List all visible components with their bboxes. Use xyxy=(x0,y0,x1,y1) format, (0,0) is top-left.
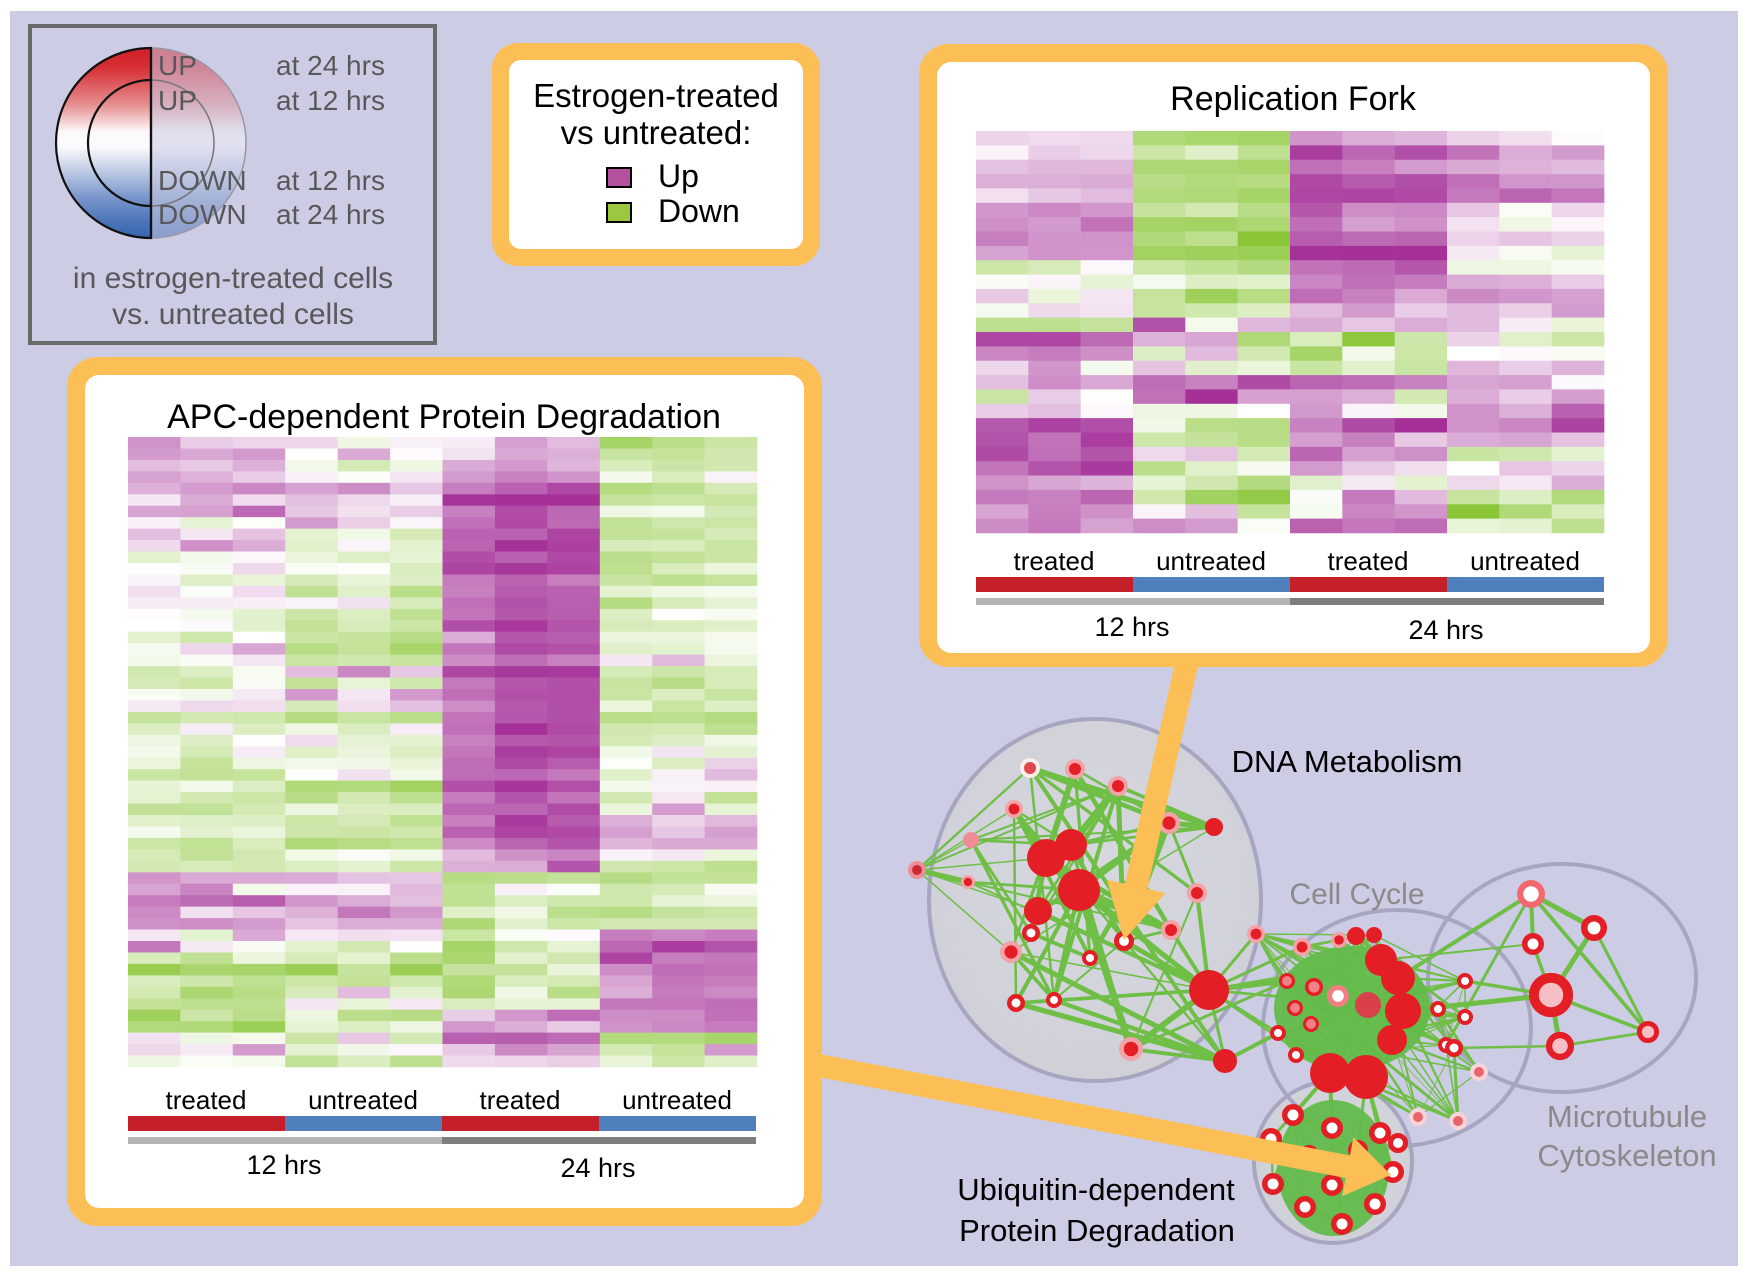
svg-text:untreated: untreated xyxy=(308,1085,418,1115)
svg-text:Cell Cycle: Cell Cycle xyxy=(1289,878,1424,911)
svg-text:at 12 hrs: at 12 hrs xyxy=(276,85,385,116)
svg-text:treated: treated xyxy=(166,1085,247,1115)
svg-text:treated: treated xyxy=(1014,546,1095,576)
svg-text:UP: UP xyxy=(158,85,197,116)
svg-text:UP: UP xyxy=(158,50,197,81)
svg-text:DOWN: DOWN xyxy=(158,165,247,196)
svg-text:untreated: untreated xyxy=(1156,546,1266,576)
svg-text:Estrogen-treated: Estrogen-treated xyxy=(533,77,779,114)
svg-text:in estrogen-treated cells: in estrogen-treated cells xyxy=(73,262,393,295)
svg-text:at 12 hrs: at 12 hrs xyxy=(276,165,385,196)
svg-text:12 hrs: 12 hrs xyxy=(1094,612,1169,642)
svg-text:Down: Down xyxy=(658,193,740,229)
svg-text:Cytoskeleton: Cytoskeleton xyxy=(1537,1138,1716,1173)
svg-text:12 hrs: 12 hrs xyxy=(246,1150,321,1180)
svg-text:untreated: untreated xyxy=(1470,546,1580,576)
svg-text:vs. untreated cells: vs. untreated cells xyxy=(112,298,354,331)
svg-text:24 hrs: 24 hrs xyxy=(1408,615,1483,645)
svg-text:24 hrs: 24 hrs xyxy=(560,1153,635,1183)
svg-text:treated: treated xyxy=(480,1085,561,1115)
svg-text:at 24 hrs: at 24 hrs xyxy=(276,199,385,230)
svg-text:APC-dependent Protein Degradat: APC-dependent Protein Degradation xyxy=(167,398,721,436)
svg-text:treated: treated xyxy=(1328,546,1409,576)
svg-text:Microtubule: Microtubule xyxy=(1547,1099,1707,1134)
svg-text:vs untreated:: vs untreated: xyxy=(561,114,752,151)
svg-text:at 24 hrs: at 24 hrs xyxy=(276,50,385,81)
svg-text:Up: Up xyxy=(658,158,699,194)
svg-text:Replication Fork: Replication Fork xyxy=(1170,80,1417,118)
svg-text:Ubiquitin-dependent: Ubiquitin-dependent xyxy=(957,1172,1235,1207)
svg-text:untreated: untreated xyxy=(622,1085,732,1115)
svg-text:DOWN: DOWN xyxy=(158,199,247,230)
svg-text:Protein Degradation: Protein Degradation xyxy=(959,1213,1235,1248)
svg-text:DNA Metabolism: DNA Metabolism xyxy=(1232,744,1463,779)
